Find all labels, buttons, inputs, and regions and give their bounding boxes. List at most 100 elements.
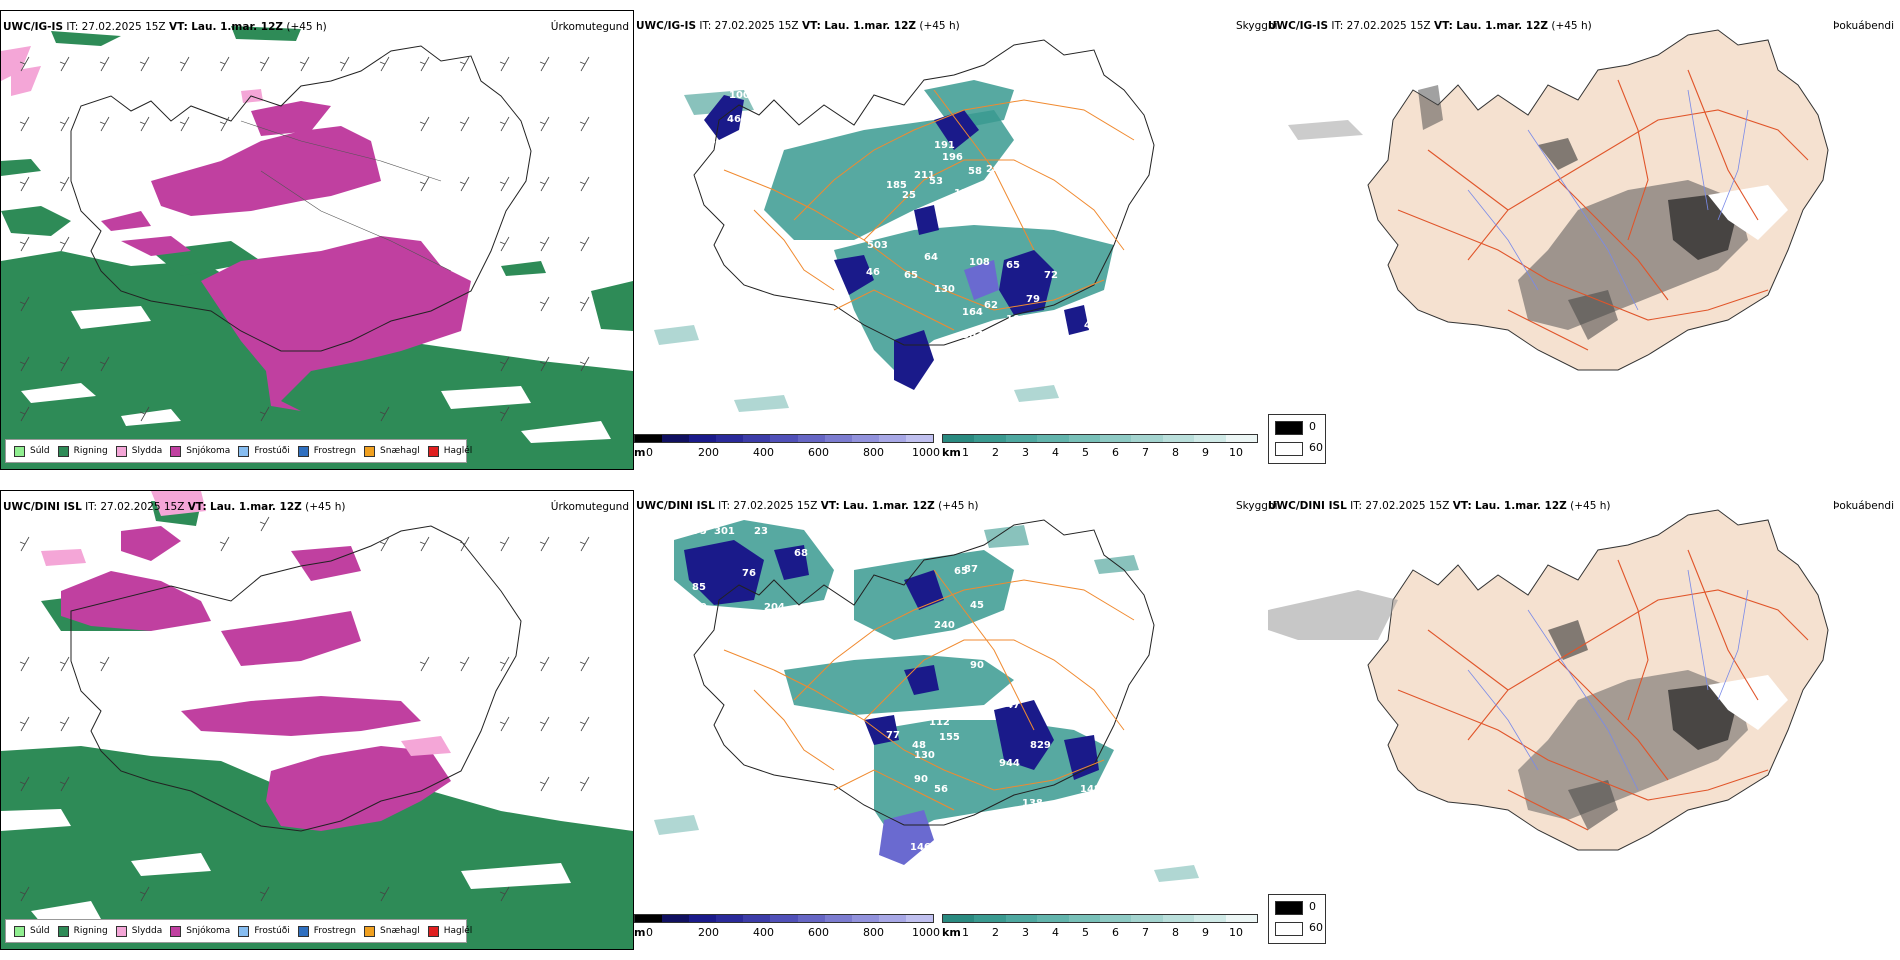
legend-label: Súld [30, 446, 50, 456]
it-label: IT: [66, 21, 79, 33]
snow-depth-label: 58 [968, 166, 982, 177]
legend-label: Rigning [73, 446, 108, 456]
forecast-row-2: UWC/DINI ISL IT: 27.02.2025 15Z VT: Lau.… [0, 490, 1900, 960]
snow-depth-label: 90 [970, 660, 984, 671]
legend-swatch [427, 445, 439, 457]
legend-label: Frostúði [254, 446, 290, 456]
snow-depth-label: 76 [742, 568, 756, 579]
snow-depth-label: 130 [914, 750, 935, 761]
fog-legend: 0 60 [1268, 894, 1326, 944]
precip-type-legend: Súld Rigning Slydda Snjókoma Frostúði Fr… [5, 919, 472, 943]
legend-swatch [364, 925, 376, 937]
cloud-tick: 10 [1229, 446, 1243, 459]
fog-swatch-light [1275, 922, 1303, 936]
snow-depth-label: 238 [979, 344, 1000, 355]
snow-tick: 800 [863, 926, 884, 939]
snow-depth-label: 503 [867, 240, 888, 251]
snow-depth-label: 23 [754, 526, 768, 537]
snow-panel-header: UWC/IG-IS IT: 27.02.2025 15Z VT: Lau. 1.… [636, 20, 960, 32]
snow-depth-label: 90 [914, 774, 928, 785]
model-name: UWC/DINI ISL [636, 500, 715, 512]
snow-depth-label: 270 [796, 640, 817, 651]
snow-tick: 1000 [912, 446, 940, 459]
legend-item: Frostúði [238, 925, 290, 937]
cloud-tick: 5 [1082, 446, 1089, 459]
lead-time: (+45 h) [938, 500, 979, 512]
init-time: 27.02.2025 15Z [1346, 20, 1431, 32]
snow-depth-label: 944 [999, 758, 1020, 769]
legend-label: Súld [30, 926, 50, 936]
fog-panel-header: UWC/IG-IS IT: 27.02.2025 15Z VT: Lau. 1.… [1268, 20, 1592, 32]
cloud-tick: 7 [1142, 446, 1149, 459]
snow-depth-label: 61 [970, 410, 984, 421]
snow-depth-bar [634, 914, 934, 923]
snow-depth-label: 146 [910, 842, 931, 853]
snow-tick: 400 [753, 926, 774, 939]
legend-label: Frostúði [254, 926, 290, 936]
legend-label: Frostregn [313, 926, 357, 936]
lead-time: (+45 h) [1570, 500, 1611, 512]
snow-depth-bar [634, 434, 934, 443]
legend-item: Rigning [57, 445, 108, 457]
cloud-base-bar [942, 914, 1258, 923]
valid-time: Lau. 1.mar. 12Z [191, 21, 284, 33]
visibility-title: Skyggni [1236, 500, 1278, 512]
snow-depth-label: 475 [686, 526, 707, 537]
snow-depth-label: 65 [904, 270, 918, 281]
legend-label: Slydda [131, 926, 163, 936]
snow-depth-label: 52 [832, 352, 846, 363]
forecast-row-1: UWC/IG-IS IT: 27.02.2025 15Z VT: Lau. 1.… [0, 10, 1900, 480]
legend-swatch [427, 925, 439, 937]
valid-time: Lau. 1.mar. 12Z [824, 20, 917, 32]
legend-swatch [364, 445, 376, 457]
vt-label: VT: [801, 20, 821, 32]
snow-depth-label: 262 [1008, 407, 1029, 418]
cloud-base-bar [942, 434, 1258, 443]
snow-depth-label: 301 [714, 526, 735, 537]
snow-depth-label: 116 [1036, 324, 1057, 335]
snow-depth-label: 112 [929, 717, 950, 728]
precip-type-map [1, 11, 633, 469]
fog-title: Þokuábendi [1833, 20, 1894, 32]
snow-depth-label: 128 [954, 188, 975, 199]
legend-label: Snjókoma [186, 446, 231, 456]
snow-depth-label: 46 [727, 114, 741, 125]
snow-tick: 1000 [912, 926, 940, 939]
fog-map [1268, 490, 1900, 910]
init-time: 27.02.2025 15Z [714, 20, 799, 32]
legend-swatch [170, 925, 182, 937]
snow-depth-label: 230 [1046, 814, 1067, 825]
snow-depth-label: 47 [1006, 700, 1020, 711]
snow-depth-label: 191 [934, 140, 955, 151]
snow-depth-label: 322 [1127, 357, 1148, 368]
snow-cloud-panel: 100 46 67 191 196 243 58 211 53 185 128 25 45 503 108 6… [634, 10, 1268, 470]
cloud-tick: 3 [1022, 926, 1029, 939]
snow-depth-label: 491 [1084, 320, 1105, 331]
snow-depth-label: 53 [929, 176, 943, 187]
snow-depth-label: 64 [924, 252, 938, 263]
snow-depth-label: 204 [764, 602, 785, 613]
model-name: UWC/IG-IS [636, 20, 697, 32]
legend-label: Slydda [131, 446, 163, 456]
vt-label: VT: [1452, 500, 1472, 512]
cloud-tick: 7 [1142, 926, 1149, 939]
cloud-tick: 2 [992, 926, 999, 939]
snow-tick: 200 [698, 926, 719, 939]
snow-tick: 0 [646, 446, 653, 459]
legend-label: Frostregn [313, 446, 357, 456]
cloud-tick: 6 [1112, 446, 1119, 459]
snow-depth-label: 130 [934, 284, 955, 295]
model-name: UWC/IG-IS [3, 21, 64, 33]
snow-depth-label: 46 [866, 267, 880, 278]
cloud-tick: 10 [1229, 926, 1243, 939]
snow-depth-label: 104 [1006, 314, 1027, 325]
legend-swatch [238, 925, 250, 937]
cloud-tick: 5 [1082, 926, 1089, 939]
snow-unit: m [634, 926, 646, 939]
snow-depth-label: 25 [902, 190, 916, 201]
cloud-tick: 9 [1202, 446, 1209, 459]
fog-tick: 60 [1309, 921, 1323, 934]
legend-item: Slydda [115, 925, 163, 937]
init-time: 27.02.2025 15Z [1365, 500, 1450, 512]
vt-label: VT: [1433, 20, 1453, 32]
